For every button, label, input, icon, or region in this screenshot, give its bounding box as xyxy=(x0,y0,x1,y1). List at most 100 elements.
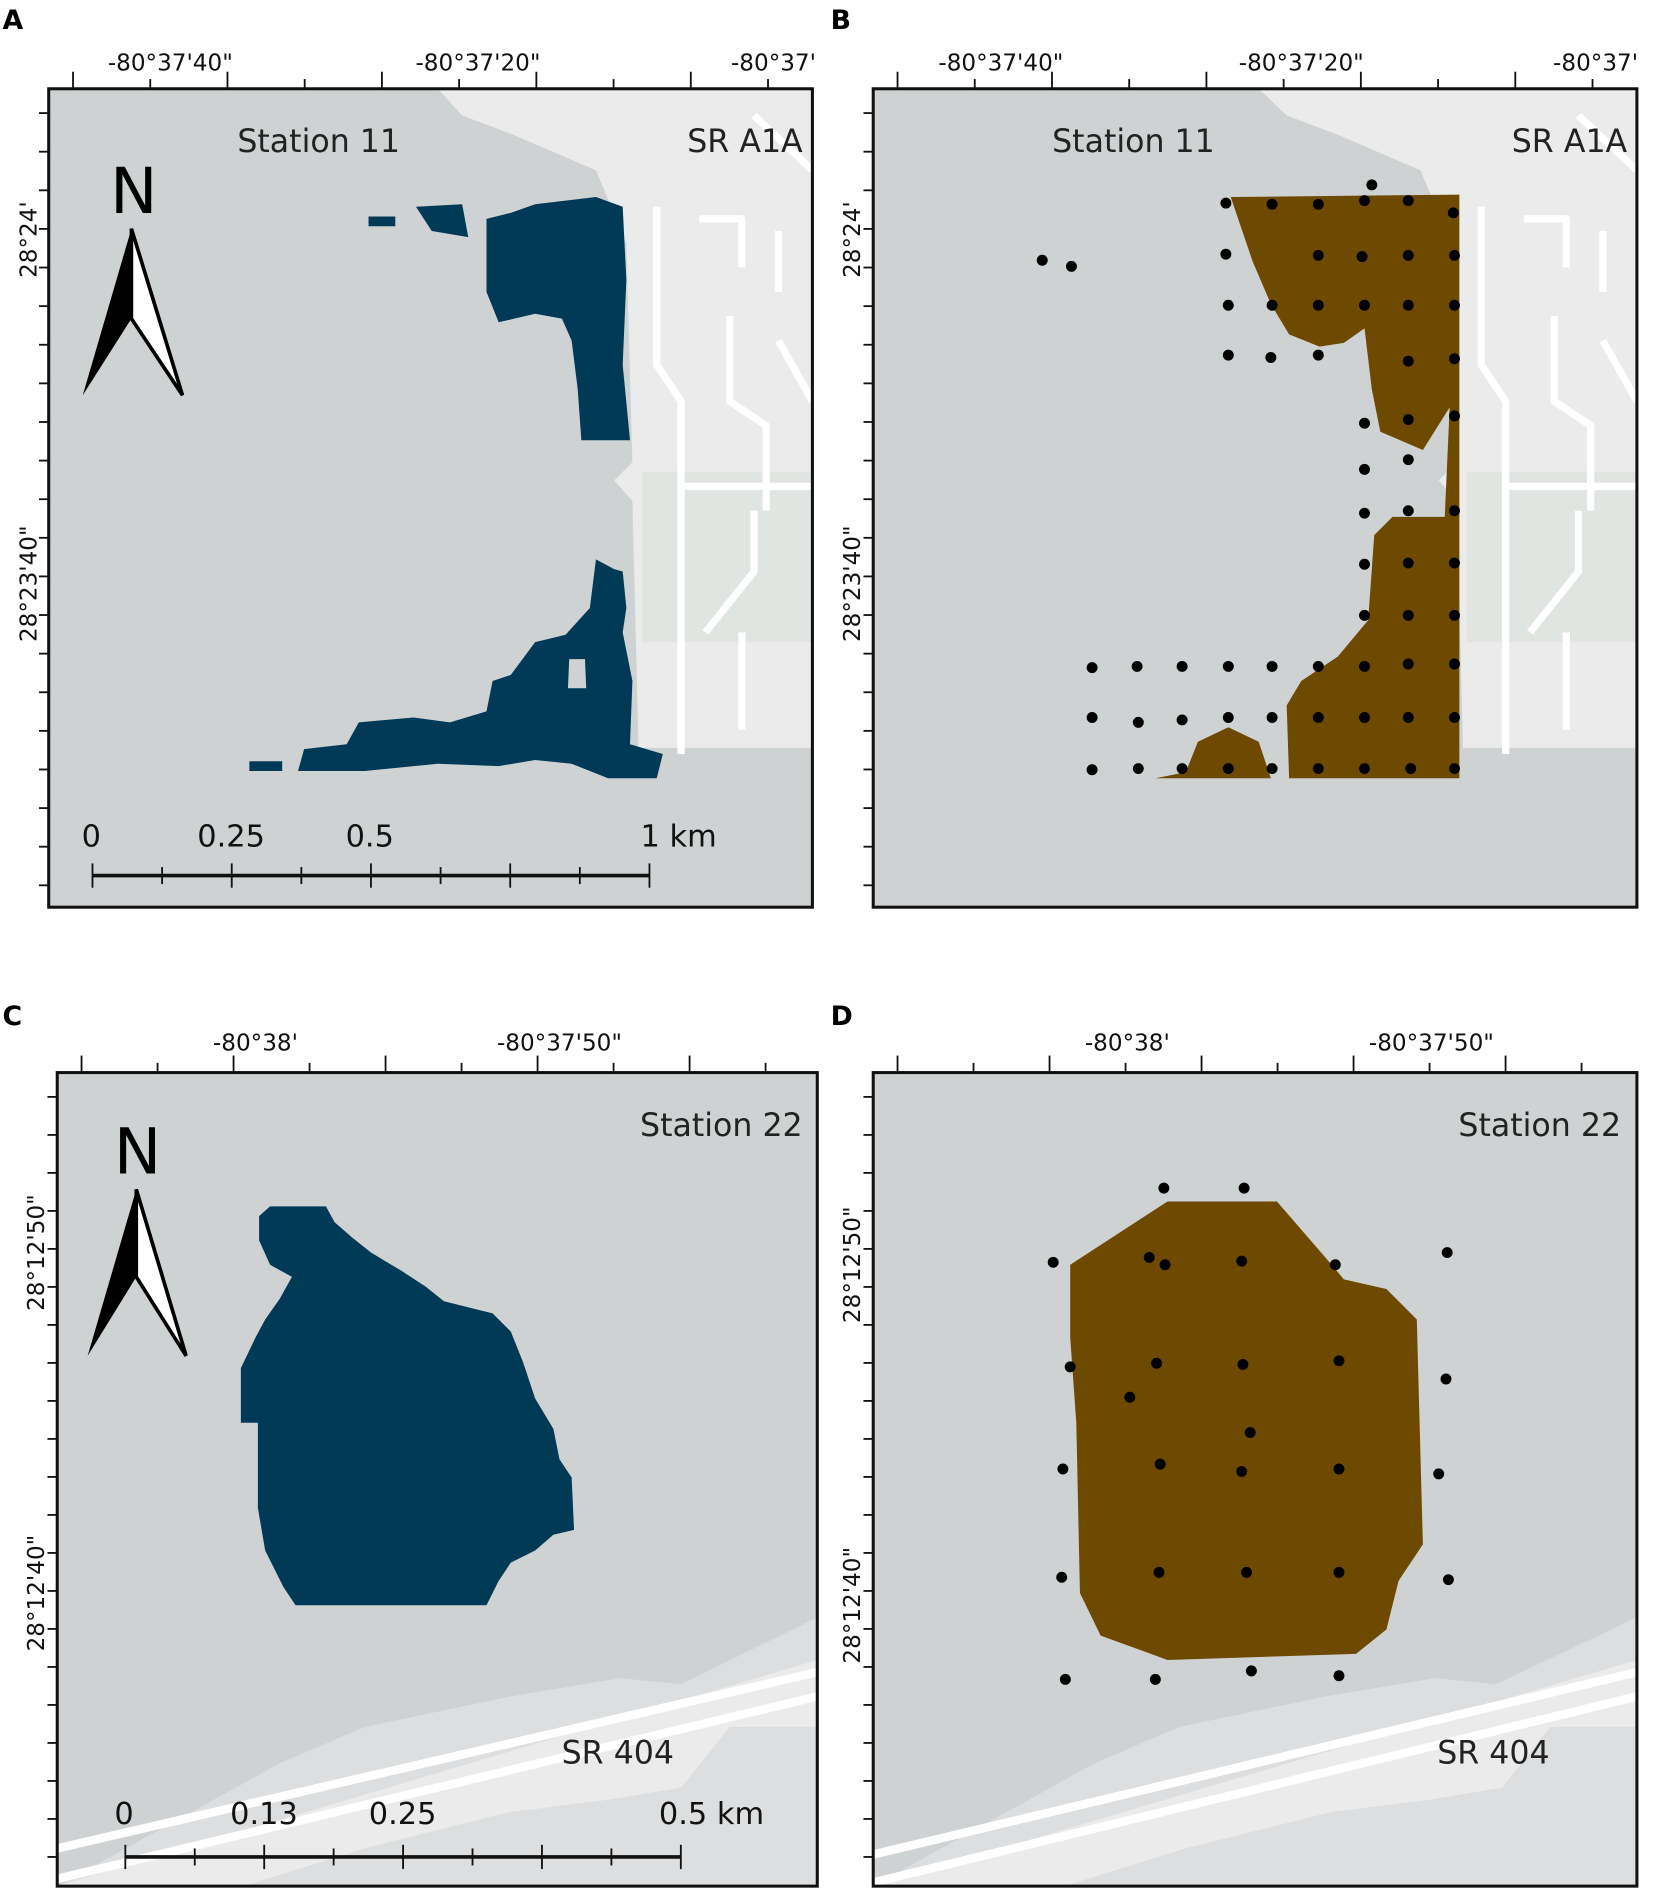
sample-point xyxy=(1449,353,1460,365)
station-label: Station 11 xyxy=(237,124,400,160)
sample-point xyxy=(1059,1673,1071,1685)
lon-label: -80°37' xyxy=(1553,51,1638,77)
sample-point xyxy=(1359,417,1370,429)
sample-point xyxy=(1402,505,1414,517)
north-arrow xyxy=(134,1188,188,1357)
scale-label: 1 km xyxy=(641,819,717,854)
scale-label: 0.25 xyxy=(369,1797,437,1832)
frame-b xyxy=(871,87,1639,909)
lat-label: 28°24' xyxy=(17,201,43,278)
sample-point xyxy=(1402,712,1414,723)
sample-point xyxy=(1132,763,1144,775)
station-label: Station 11 xyxy=(1052,124,1215,160)
frame-a xyxy=(47,87,814,909)
sample-point xyxy=(1402,195,1414,207)
sample-point xyxy=(1359,609,1370,621)
sample-point xyxy=(1159,1259,1171,1271)
sample-point xyxy=(1359,463,1370,475)
sample-point xyxy=(1333,1566,1345,1578)
sample-point xyxy=(1402,454,1414,466)
sample-point xyxy=(1065,260,1077,272)
sample-point xyxy=(1359,763,1370,775)
sample-point xyxy=(1220,248,1232,260)
sample-point xyxy=(1449,557,1460,569)
sample-point xyxy=(1265,352,1277,363)
sample-point xyxy=(1333,1463,1345,1475)
sample-point xyxy=(1245,1665,1257,1677)
sample-point xyxy=(1312,712,1324,723)
road-label: SR A1A xyxy=(1512,124,1628,160)
north-arrow xyxy=(82,228,132,396)
sample-point xyxy=(1312,249,1324,261)
sample-point xyxy=(1359,299,1370,311)
sample-point xyxy=(1124,1391,1136,1403)
scale-bar xyxy=(91,863,682,1870)
sample-point xyxy=(1402,355,1414,367)
frame-d xyxy=(871,1071,1639,1888)
panel-letter: D xyxy=(831,1001,853,1032)
sample-point xyxy=(1237,1358,1249,1370)
scale-label: 0.5 km xyxy=(659,1797,764,1832)
sample-point xyxy=(1176,660,1188,672)
lat-label: 28°12'40" xyxy=(840,1547,866,1664)
sample-point xyxy=(1449,249,1460,261)
sample-point xyxy=(1449,410,1460,422)
sample-point xyxy=(1366,179,1378,191)
map-b xyxy=(873,88,1637,908)
sample-point xyxy=(1222,299,1234,311)
lon-label: -80°37'50" xyxy=(1369,1031,1494,1057)
sample-point xyxy=(1153,1566,1165,1578)
sample-point xyxy=(1057,1463,1069,1475)
sample-point xyxy=(1266,198,1278,210)
lon-label: -80°37'20" xyxy=(415,51,540,77)
sample-point xyxy=(1405,763,1417,775)
north-label: N xyxy=(110,154,157,228)
panel-letter: C xyxy=(2,1001,22,1032)
sample-point xyxy=(1402,557,1414,569)
sample-point xyxy=(1333,1355,1345,1367)
sample-point xyxy=(1064,1361,1076,1373)
scale-label: 0.25 xyxy=(197,819,265,854)
lon-label: -80°37'50" xyxy=(497,1031,622,1057)
sample-point xyxy=(1266,299,1278,311)
north-arrow xyxy=(129,228,185,397)
lon-label: -80°38' xyxy=(1085,1031,1170,1057)
lat-label: 28°12'50" xyxy=(840,1206,866,1323)
sample-point xyxy=(1132,716,1144,728)
lat-label: 28°12'50" xyxy=(24,1194,50,1311)
lon-label: -80°37'20" xyxy=(1239,51,1364,77)
sample-point xyxy=(1266,660,1278,672)
sample-point xyxy=(1442,1574,1454,1586)
road-label: SR 404 xyxy=(1437,1735,1549,1771)
sample-point xyxy=(1333,1670,1345,1682)
sample-point xyxy=(1222,712,1234,723)
sample-point xyxy=(1359,507,1370,519)
panel-letter: B xyxy=(831,5,851,36)
sample-point xyxy=(1244,1427,1256,1439)
map-d xyxy=(873,1072,1637,1887)
sample-point xyxy=(1143,1251,1155,1263)
north-label: N xyxy=(114,1115,161,1189)
sample-point xyxy=(1222,763,1234,775)
scale-label: 0 xyxy=(82,819,101,854)
sample-point xyxy=(1447,207,1459,219)
sample-point xyxy=(1402,609,1414,621)
sample-point xyxy=(1086,712,1098,723)
sample-point xyxy=(1176,763,1188,775)
sample-point xyxy=(1449,609,1460,621)
sample-point xyxy=(1359,660,1370,672)
sample-point xyxy=(1236,1255,1248,1267)
sample-point xyxy=(1312,349,1324,361)
lat-label: 28°23'40" xyxy=(17,525,43,642)
sample-point xyxy=(1356,251,1368,263)
lat-label: 28°23'40" xyxy=(840,525,866,642)
north-arrow xyxy=(87,1189,137,1356)
sample-point xyxy=(1402,414,1414,426)
sample-point xyxy=(1359,712,1370,723)
sample-point xyxy=(1449,763,1460,775)
sample-point xyxy=(1222,660,1234,672)
sample-point xyxy=(1402,249,1414,261)
scale-label: 0 xyxy=(114,1797,133,1832)
